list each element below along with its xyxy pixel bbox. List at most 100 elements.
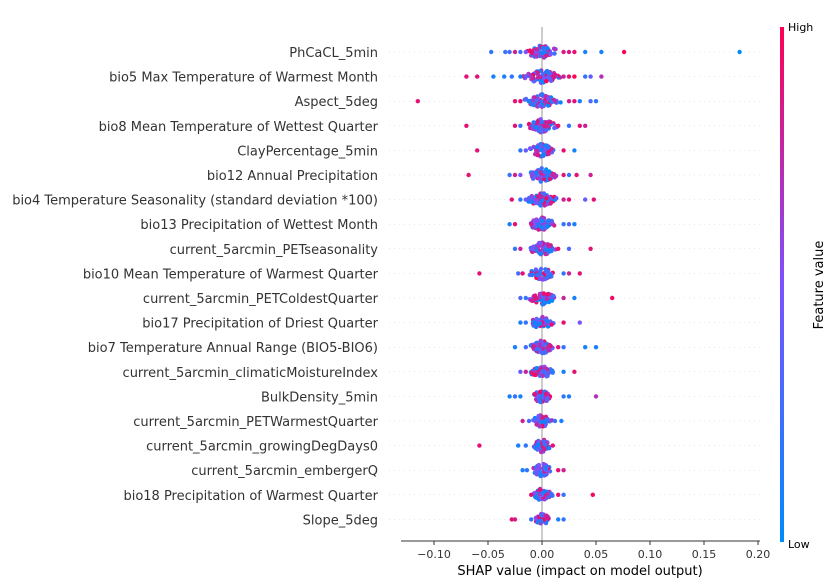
shap-point — [512, 123, 518, 128]
shap-point — [577, 271, 582, 276]
shap-point — [512, 345, 518, 350]
shap-point — [546, 145, 551, 150]
shap-point — [502, 74, 507, 79]
shap-point — [464, 74, 469, 79]
shap-point — [507, 49, 512, 55]
feature-label: current_5arcmin_growingDegDays0 — [146, 440, 378, 455]
colorbar-high-label: High — [788, 21, 813, 34]
shap-point — [534, 170, 539, 175]
shap-point — [464, 123, 469, 128]
shap-point — [552, 72, 558, 77]
feature-label: bio17 Precipitation of Driest Quarter — [142, 317, 378, 332]
shap-point — [518, 197, 523, 202]
shap-point — [529, 193, 534, 199]
shap-point — [529, 517, 534, 522]
shap-point — [518, 74, 523, 79]
shap-point — [523, 295, 528, 301]
shap-point — [537, 347, 542, 352]
shap-point — [542, 169, 547, 175]
shap-point — [541, 291, 546, 296]
feature-label: bio5 Max Temperature of Warmest Month — [109, 71, 378, 86]
feature-label: bio8 Mean Temperature of Wettest Quarter — [99, 120, 379, 135]
shap-point — [599, 74, 604, 79]
shap-point — [593, 394, 599, 399]
shap-point — [523, 148, 528, 153]
shap-point — [543, 513, 548, 518]
feature-label: current_5arcmin_PETseasonality — [170, 243, 379, 258]
shap-point — [537, 269, 543, 274]
shap-point — [538, 519, 544, 524]
shap-point — [539, 120, 544, 125]
shap-point — [547, 169, 552, 174]
shap-point — [523, 345, 528, 350]
x-axis: −0.10 −0.05 0.00 0.05 0.10 0.15 0.20 SHAP valu… — [401, 540, 770, 579]
shap-point — [543, 391, 549, 397]
shap-point — [527, 146, 533, 151]
shap-point — [536, 244, 541, 249]
shap-point — [593, 99, 599, 104]
shap-point — [572, 49, 577, 55]
shap-point — [553, 47, 558, 52]
shap-point — [566, 123, 572, 128]
shap-point — [536, 153, 541, 158]
shap-point — [542, 203, 547, 208]
shap-point — [532, 320, 537, 325]
shap-point — [538, 419, 544, 425]
shap-point — [516, 443, 521, 448]
shap-point — [583, 197, 588, 202]
shap-point — [599, 49, 604, 55]
shap-point — [540, 314, 545, 320]
shap-point — [532, 372, 537, 377]
shap-point — [544, 397, 550, 402]
shap-point — [561, 468, 566, 473]
feature-label: ClayPercentage_5min — [237, 144, 378, 159]
shap-point — [572, 148, 577, 153]
shap-point — [530, 176, 536, 181]
shap-point — [518, 123, 523, 128]
shap-point — [526, 418, 532, 424]
shap-point — [540, 45, 546, 51]
shap-point — [530, 246, 536, 252]
shap-point — [415, 99, 420, 104]
shap-point — [544, 120, 549, 125]
feature-label: current_5arcmin_climaticMoistureIndex — [123, 366, 379, 381]
shap-point — [559, 418, 564, 424]
shap-point — [544, 79, 549, 84]
shap-point — [546, 124, 551, 129]
shap-point — [532, 490, 537, 496]
shap-point — [534, 366, 539, 371]
shap-point — [561, 320, 566, 325]
shap-point — [538, 241, 543, 246]
x-axis-ticks: −0.10 −0.05 0.00 0.05 0.10 0.15 0.20 — [417, 541, 770, 561]
shap-point — [540, 218, 545, 224]
shap-point — [538, 473, 544, 478]
shap-point — [523, 443, 528, 448]
shap-point — [509, 74, 514, 79]
shap-point — [537, 423, 542, 429]
feature-label: PhCaCL_5min — [289, 46, 378, 61]
shap-point — [540, 277, 546, 282]
shap-point — [556, 492, 561, 497]
shap-point — [549, 248, 554, 254]
feature-label: bio12 Annual Precipitation — [207, 169, 378, 184]
shap-point — [534, 495, 539, 501]
x-tick-label: 0.05 — [584, 548, 609, 561]
shap-point — [540, 373, 545, 378]
colorbar-low-label: Low — [788, 538, 810, 551]
shap-point — [509, 197, 514, 202]
shap-point — [523, 197, 528, 202]
shap-point — [540, 490, 545, 496]
shap-point — [588, 246, 593, 251]
shap-point — [539, 194, 544, 200]
shap-point — [593, 345, 599, 350]
shap-point — [516, 271, 521, 276]
shap-point — [529, 74, 534, 79]
shap-point — [477, 443, 482, 448]
shap-point — [572, 99, 577, 104]
shap-point — [503, 49, 508, 55]
shap-point — [475, 148, 480, 153]
shap-point — [536, 227, 541, 232]
shap-point — [588, 74, 593, 79]
shap-point — [543, 247, 548, 252]
